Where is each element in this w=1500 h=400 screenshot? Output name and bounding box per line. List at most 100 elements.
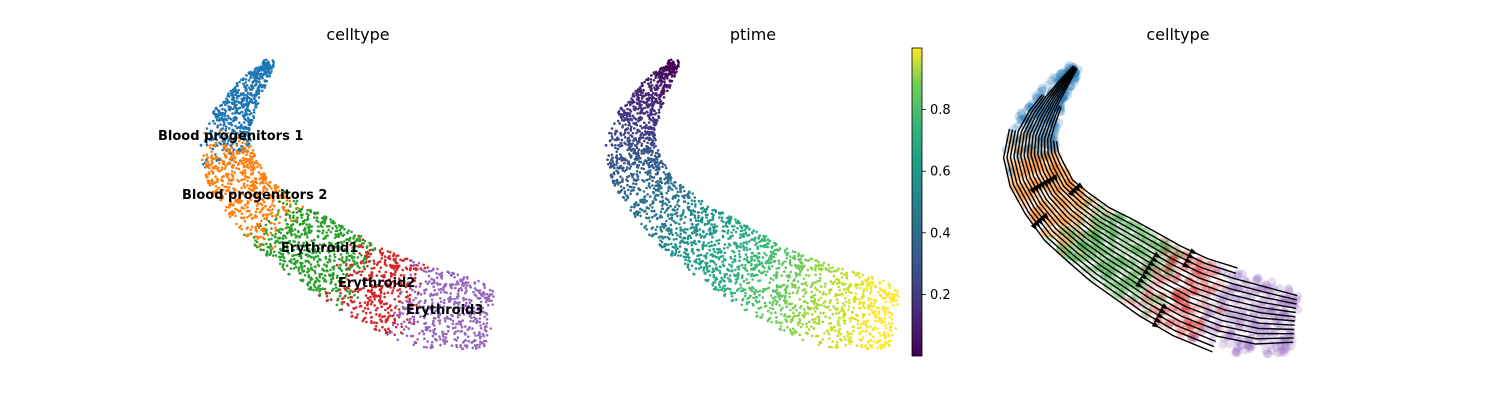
ptime-point: [767, 317, 771, 321]
ptime-point: [779, 325, 783, 328]
ptime-point: [622, 133, 626, 136]
cell-point: [454, 326, 457, 329]
ptime-point: [676, 190, 680, 194]
cell-point: [300, 216, 304, 219]
ptime-point: [763, 252, 766, 255]
ptime-point: [796, 280, 800, 283]
cell-point: [293, 257, 296, 261]
cell-point: [378, 270, 381, 273]
ptime-point: [704, 263, 708, 267]
ptime-point: [798, 298, 802, 301]
cell-point: [224, 192, 227, 195]
cell-point: [412, 267, 416, 271]
cell-point: [312, 256, 316, 259]
ptime-point: [736, 266, 739, 269]
ptime-point: [869, 281, 873, 284]
ptime-point: [614, 131, 617, 135]
cell-point: [447, 329, 450, 333]
cell-point: [205, 173, 208, 176]
cell-point: [270, 203, 274, 206]
ptime-point: [754, 254, 757, 257]
cell-point: [329, 268, 332, 272]
ptime-point: [742, 241, 746, 244]
cell-point: [339, 291, 342, 295]
cell-point: [414, 273, 417, 276]
cell-point: [383, 261, 387, 264]
cell-point: [480, 307, 484, 310]
cell-point: [254, 192, 258, 195]
cell-point: [467, 304, 471, 308]
ptime-point: [797, 286, 801, 290]
ptime-point: [681, 185, 685, 189]
cell-point: [459, 345, 462, 349]
cell-point: [391, 323, 395, 327]
cell-point: [380, 320, 384, 324]
ptime-point: [773, 249, 777, 252]
cell-point: [352, 251, 355, 255]
cell-point: [369, 295, 372, 299]
cell-point: [363, 261, 366, 265]
cell-point: [281, 240, 284, 244]
ptime-point: [666, 214, 670, 218]
ptime-point: [619, 185, 623, 188]
ptime-point: [663, 80, 666, 84]
cell-point: [287, 209, 290, 212]
ptime-point: [723, 293, 727, 296]
ptime-point: [822, 291, 825, 295]
ptime-point: [723, 275, 727, 279]
ptime-point: [782, 299, 786, 303]
cell-point: [457, 322, 460, 325]
cell-point: [317, 247, 321, 250]
ptime-point: [769, 294, 773, 297]
ptime-point: [779, 308, 783, 312]
cell-point: [376, 306, 379, 310]
ptime-point: [882, 279, 885, 283]
ptime-point: [783, 249, 787, 252]
cell-point: [236, 91, 239, 95]
cell-point: [444, 282, 448, 286]
ptime-point: [710, 223, 713, 226]
cell-point: [323, 269, 326, 273]
ptime-point: [719, 265, 722, 269]
ptime-point: [785, 257, 789, 260]
ptime-point: [640, 100, 643, 103]
cell-point: [338, 228, 342, 232]
ptime-point: [814, 310, 817, 313]
ptime-point: [796, 323, 800, 327]
cell-point: [370, 321, 373, 325]
ptime-point: [649, 130, 652, 134]
cell-point: [237, 167, 241, 171]
ptime-point: [715, 225, 719, 228]
cell-point: [218, 117, 222, 120]
cell-point: [226, 131, 230, 135]
cell-point: [282, 268, 286, 271]
cell-point: [292, 219, 295, 223]
ptime-point: [884, 300, 888, 304]
cell-point: [373, 247, 377, 250]
ptime-point: [809, 285, 813, 289]
ptime-point: [669, 58, 673, 62]
cell-point: [294, 265, 298, 269]
ptime-point: [896, 303, 899, 306]
cell-point: [240, 161, 244, 165]
ptime-point: [813, 320, 816, 323]
cell-point: [229, 144, 233, 147]
ptime-point: [638, 99, 641, 103]
ptime-point: [721, 278, 725, 282]
ptime-point: [824, 315, 827, 318]
ptime-point: [814, 286, 817, 290]
cell-point: [348, 292, 352, 296]
ptime-point: [636, 88, 640, 92]
ptime-point: [783, 314, 786, 318]
cell-point: [257, 226, 261, 230]
ptime-point: [840, 292, 844, 296]
cell-point: [251, 172, 254, 176]
ptime-point: [624, 198, 627, 202]
ptime-point: [659, 106, 663, 109]
cell-point: [258, 182, 262, 185]
ptime-point: [623, 161, 626, 165]
ptime-point: [774, 311, 777, 315]
cell-point: [281, 252, 285, 256]
ptime-point: [861, 296, 864, 300]
cell-point: [262, 175, 266, 178]
